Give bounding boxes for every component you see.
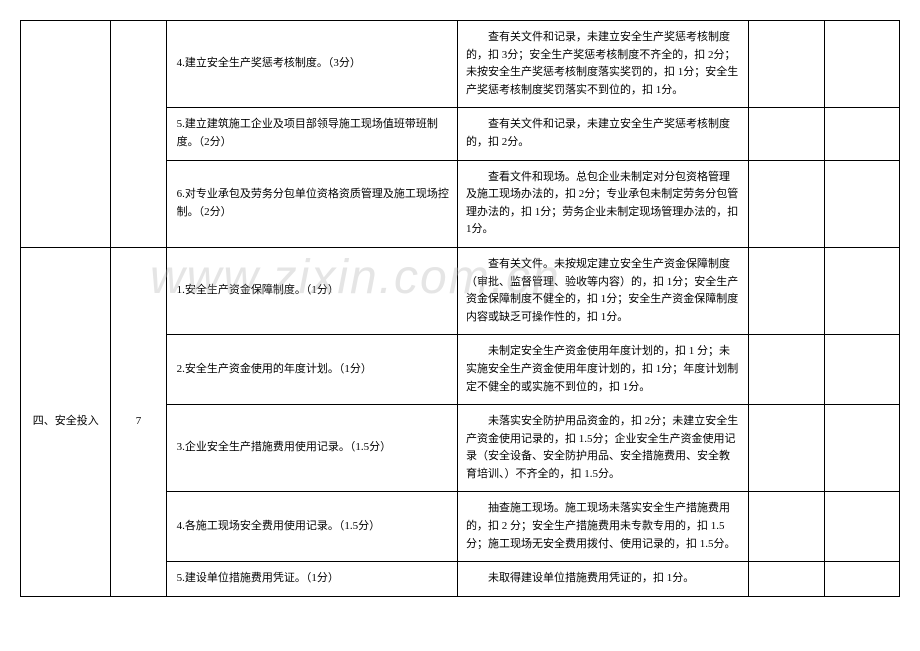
item-cell: 4.建立安全生产奖惩考核制度。（3分） [166, 21, 457, 108]
criteria-cell: 查有关文件和记录，未建立安全生产奖惩考核制度的，扣 3分；安全生产奖惩考核制度不… [457, 21, 748, 108]
empty-cell [824, 21, 899, 108]
item-cell: 6.对专业承包及劳务分包单位资格资质管理及施工现场控制。（2分） [166, 160, 457, 247]
item-cell: 5.建立建筑施工企业及项目部领导施工现场值班带班制度。（2分） [166, 108, 457, 160]
empty-cell [749, 21, 824, 108]
empty-cell [824, 405, 899, 492]
item-cell: 3.企业安全生产措施费用使用记录。（1.5分） [166, 405, 457, 492]
empty-cell [749, 108, 824, 160]
criteria-cell: 查有关文件和记录，未建立安全生产奖惩考核制度的，扣 2分。 [457, 108, 748, 160]
item-cell: 5.建设单位措施费用凭证。（1分） [166, 562, 457, 597]
empty-cell [749, 247, 824, 334]
empty-category-cell [21, 21, 111, 248]
empty-cell [824, 492, 899, 562]
empty-cell [824, 562, 899, 597]
empty-cell [824, 160, 899, 247]
empty-cell [824, 335, 899, 405]
empty-cell [749, 160, 824, 247]
empty-cell [749, 335, 824, 405]
item-cell: 1.安全生产资金保障制度。（1分） [166, 247, 457, 334]
empty-score-cell [111, 21, 166, 248]
empty-cell [749, 405, 824, 492]
table-row: 4.建立安全生产奖惩考核制度。（3分） 查有关文件和记录，未建立安全生产奖惩考核… [21, 21, 900, 108]
criteria-cell: 查看文件和现场。总包企业未制定对分包资格管理及施工现场办法的，扣 2分；专业承包… [457, 160, 748, 247]
score-cell: 7 [111, 247, 166, 596]
table-container: www.zixin.com.cn 4.建立安全生产奖惩考核制度。（3分） 查有关… [20, 20, 900, 597]
empty-cell [749, 492, 824, 562]
criteria-cell: 未制定安全生产资金使用年度计划的，扣 1 分；未实施安全生产资金使用年度计划的，… [457, 335, 748, 405]
criteria-cell: 抽查施工现场。施工现场未落实安全生产措施费用的，扣 2 分；安全生产措施费用未专… [457, 492, 748, 562]
criteria-cell: 未取得建设单位措施费用凭证的，扣 1分。 [457, 562, 748, 597]
assessment-table: 4.建立安全生产奖惩考核制度。（3分） 查有关文件和记录，未建立安全生产奖惩考核… [20, 20, 900, 597]
criteria-cell: 未落实安全防护用品资金的，扣 2分；未建立安全生产资金使用记录的，扣 1.5分；… [457, 405, 748, 492]
empty-cell [749, 562, 824, 597]
item-cell: 4.各施工现场安全费用使用记录。（1.5分） [166, 492, 457, 562]
item-cell: 2.安全生产资金使用的年度计划。（1分） [166, 335, 457, 405]
empty-cell [824, 108, 899, 160]
criteria-cell: 查有关文件。未按规定建立安全生产资金保障制度（审批、监督管理、验收等内容）的，扣… [457, 247, 748, 334]
category-cell: 四、安全投入 [21, 247, 111, 596]
table-row: 四、安全投入 7 1.安全生产资金保障制度。（1分） 查有关文件。未按规定建立安… [21, 247, 900, 334]
empty-cell [824, 247, 899, 334]
